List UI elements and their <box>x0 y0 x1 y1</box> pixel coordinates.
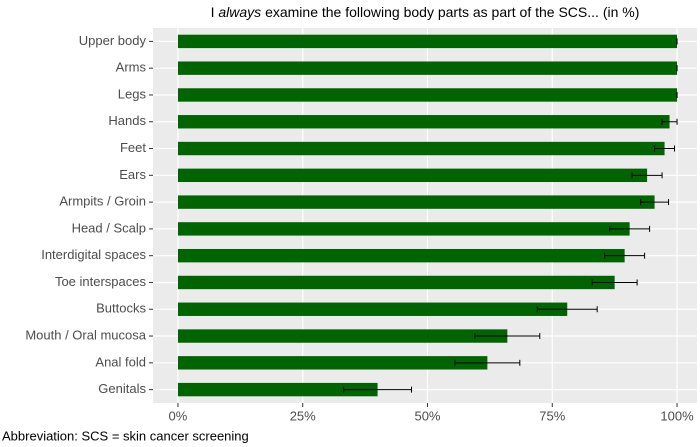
y-tick-label: Armpits / Groin <box>59 194 146 209</box>
bar <box>177 61 678 75</box>
y-tick-label: Legs <box>118 86 147 101</box>
marks <box>177 34 678 397</box>
bar <box>177 141 665 156</box>
error-bar <box>609 225 651 232</box>
y-tick-label: Toe interspaces <box>55 274 147 289</box>
x-tick-label: 0% <box>169 408 188 423</box>
title-part: I <box>211 4 219 20</box>
error-bar <box>654 145 676 152</box>
bar <box>177 34 678 49</box>
error-bar <box>474 333 541 340</box>
bar <box>177 329 508 343</box>
error-bar <box>343 386 413 393</box>
error-bar <box>454 359 521 366</box>
x-tick-label: 100% <box>660 408 694 423</box>
error-bar <box>640 199 670 206</box>
bar <box>177 356 488 370</box>
error-bar <box>536 306 598 313</box>
y-tick-label: Upper body <box>79 33 147 48</box>
y-tick-label: Mouth / Oral mucosa <box>25 327 146 342</box>
y-tick-label: Head / Scalp <box>72 220 146 235</box>
title-part: always <box>218 4 261 20</box>
bar <box>177 168 648 183</box>
plot-background <box>153 28 697 403</box>
caption: Abbreviation: SCS = skin cancer screenin… <box>2 428 249 443</box>
title-part: examine the following body parts as part… <box>261 4 639 20</box>
bar <box>177 195 655 209</box>
chart-title: I always examine the following body part… <box>211 4 640 20</box>
bar <box>177 248 625 263</box>
y-tick-label: Anal fold <box>95 354 146 369</box>
y-tick-label: Ears <box>119 167 146 182</box>
bar <box>177 302 568 316</box>
bar <box>177 275 615 290</box>
y-tick-label: Arms <box>116 60 147 75</box>
x-tick-label: 25% <box>290 408 316 423</box>
error-bar <box>604 252 646 259</box>
bar <box>177 115 670 129</box>
y-tick-label: Buttocks <box>96 301 146 316</box>
y-tick-label: Genitals <box>98 381 146 396</box>
x-tick-label: 75% <box>539 408 565 423</box>
error-bar <box>661 118 678 125</box>
y-tick-label: Feet <box>120 140 146 155</box>
x-tick-label: 50% <box>414 408 440 423</box>
bar <box>177 382 378 397</box>
y-tick-label: Interdigital spaces <box>41 247 146 262</box>
y-tick-label: Hands <box>108 113 146 128</box>
error-bar <box>591 279 638 286</box>
bar <box>177 88 678 102</box>
error-bar <box>631 172 663 179</box>
bar <box>177 222 630 236</box>
